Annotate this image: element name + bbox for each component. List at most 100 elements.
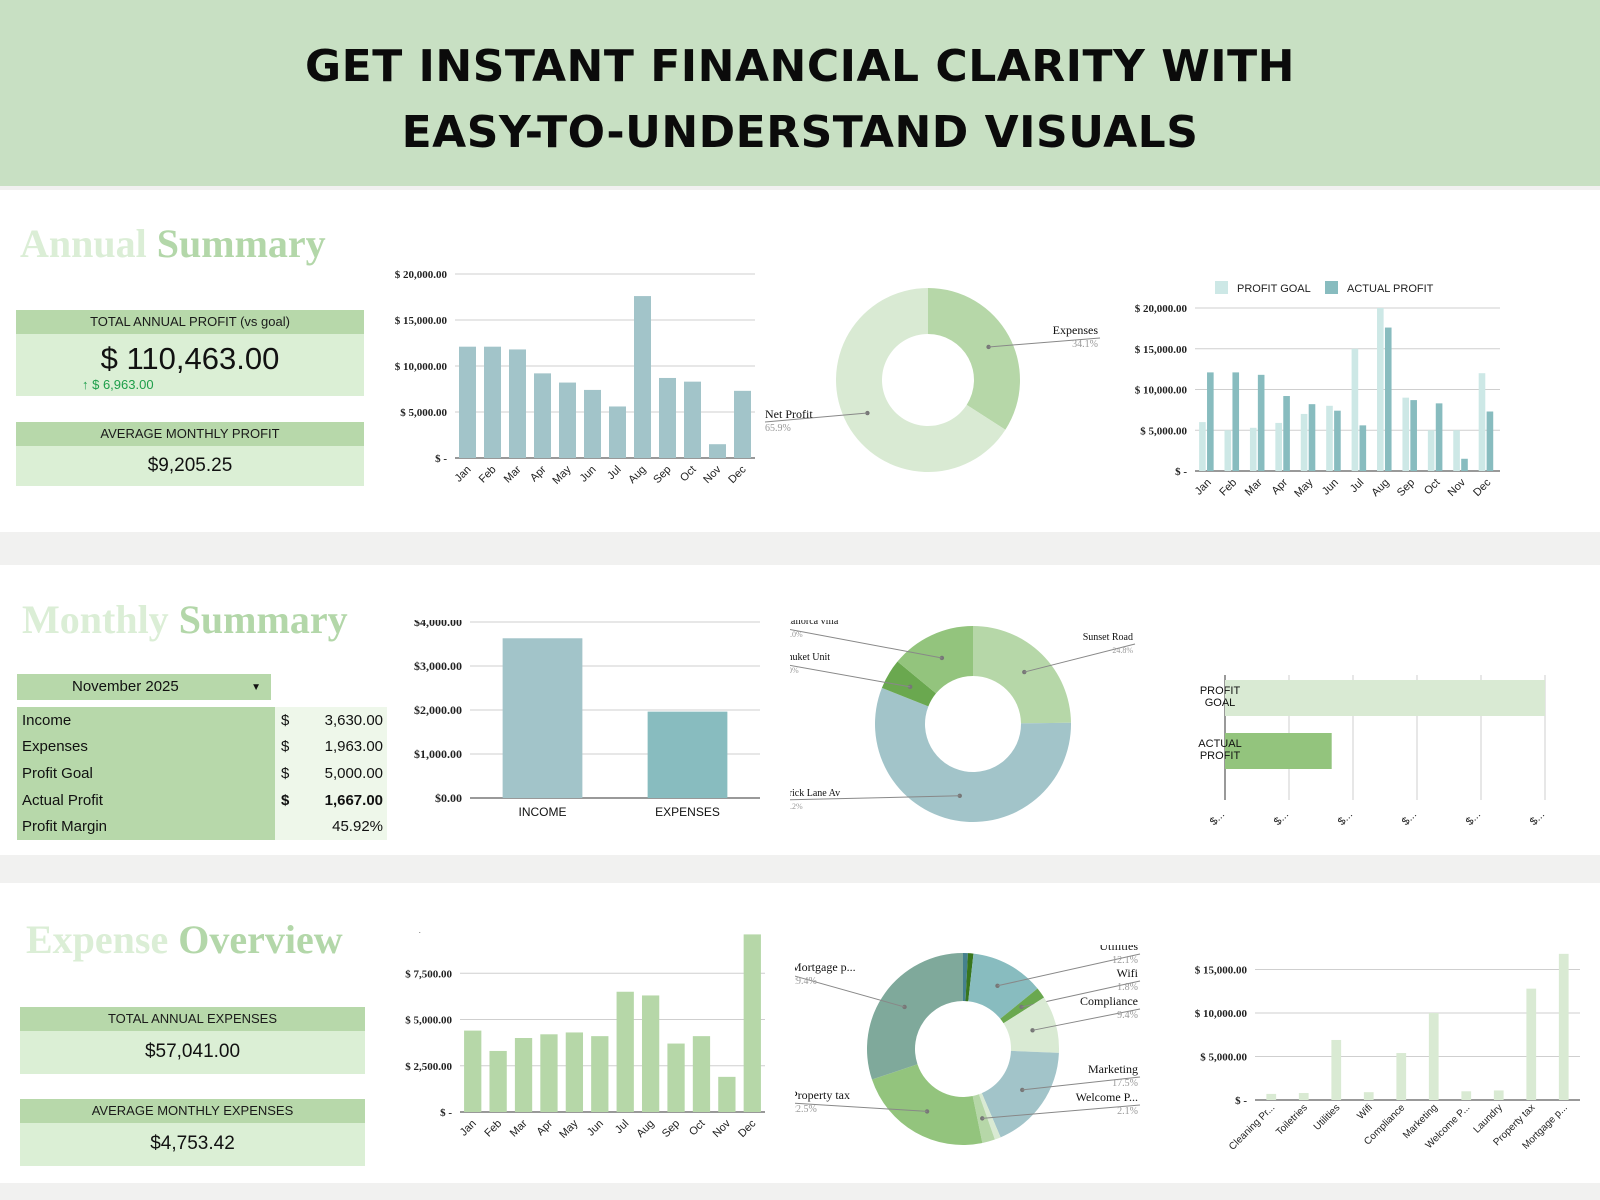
leader-line: [790, 795, 960, 801]
legend-label: ACTUAL PROFIT: [1347, 283, 1434, 295]
y-tick-label: $ -: [440, 1107, 452, 1119]
row-value: 5,000.00: [301, 760, 387, 787]
bar: [667, 1043, 685, 1112]
y-tick-label: $3,000.00: [414, 659, 462, 673]
bar: [591, 1036, 609, 1112]
x-tick-label: Feb: [482, 1118, 504, 1140]
bar: [565, 1032, 584, 1112]
monthly-summary-title: Monthly Summary: [22, 596, 348, 643]
y-category-label: GOAL: [1205, 697, 1236, 709]
legend-label: PROFIT GOAL: [1237, 283, 1311, 295]
slice-label: Compliance: [1080, 994, 1138, 1008]
x-tick-label: Dec: [1471, 476, 1494, 499]
y-tick-label: $ 15,000.00: [1135, 344, 1188, 356]
x-tick-label: Aug: [634, 1118, 656, 1140]
bar: [1308, 404, 1316, 471]
bar: [1435, 403, 1443, 471]
x-tick-label: Jan: [1193, 477, 1214, 498]
slice-percent: 65.9%: [765, 423, 791, 434]
slice-label: Marketing: [1088, 1062, 1138, 1076]
monthly-property-pie-chart: Sunset Road 24.8% Brick Lane Av 56.2% Phuket…: [790, 620, 1136, 822]
slice-percent: 56.2%: [790, 802, 803, 811]
leader-line: [997, 953, 1141, 987]
x-tick-label: $...: [1336, 809, 1355, 828]
pie-slice: [875, 687, 1071, 822]
pie-slice: [836, 288, 1006, 472]
pie-slice: [973, 626, 1071, 724]
slice-label: Property tax: [795, 1088, 850, 1102]
bar: [1493, 1090, 1504, 1100]
bar: [464, 1030, 482, 1112]
x-tick-label: Jul: [1348, 477, 1366, 495]
row-currency: $: [275, 760, 301, 787]
y-category-label: ACTUAL: [1198, 738, 1241, 750]
row-value: 3,630.00: [301, 707, 387, 734]
average-monthly-profit-card: $9,205.25: [16, 446, 364, 486]
bar: [540, 1034, 558, 1112]
bar: [1377, 308, 1384, 471]
slice-percent: 12.1%: [1112, 955, 1138, 966]
y-tick-label: $ 5,000.00: [1200, 1052, 1247, 1064]
x-tick-label: Apr: [534, 1117, 555, 1138]
bar: [1384, 327, 1392, 471]
x-tick-label: $...: [1528, 809, 1547, 828]
row-currency: $: [275, 733, 301, 761]
y-tick-label: $ -: [1175, 466, 1187, 478]
x-tick-label: Sep: [651, 464, 673, 486]
x-tick-label: Feb: [477, 464, 499, 486]
x-tick-label: Toiletries: [1274, 1102, 1310, 1138]
dropdown-arrow-icon: ▼: [251, 682, 261, 693]
x-tick-label: Oct: [1422, 477, 1443, 498]
title-part-a: Expense: [26, 917, 169, 962]
x-tick-label: Wifi: [1355, 1102, 1375, 1122]
leader-line: [790, 628, 943, 659]
y-tick-label: $2,000.00: [414, 703, 462, 717]
leader-dot: [939, 655, 945, 661]
slice-percent: 9.4%: [1117, 1010, 1138, 1021]
bar: [1402, 397, 1410, 471]
bar: [502, 638, 583, 798]
row-label: Income: [17, 707, 275, 734]
x-tick-label: Apr: [528, 463, 549, 484]
y-tick-label: $ 5,000.00: [405, 1015, 452, 1027]
slice-percent: 14.0%: [790, 630, 803, 639]
x-tick-label: Feb: [1217, 477, 1239, 499]
expense-category-pie-chart: Utilities 12.1%Wifi 1.8%Compliance 9.4% Mark…: [795, 945, 1141, 1145]
leader-line: [988, 337, 1101, 348]
bar: [1232, 372, 1240, 471]
slice-percent: 24.8%: [1112, 646, 1133, 655]
x-tick-label: May: [550, 463, 574, 487]
x-tick-label: Aug: [1369, 477, 1391, 499]
month-select[interactable]: November 2025 ▼: [17, 674, 271, 700]
x-tick-label: May: [1292, 476, 1316, 500]
bar: [489, 1050, 507, 1112]
bar: [609, 406, 626, 458]
x-tick-label: $...: [1272, 809, 1291, 828]
slice-percent: 34.1%: [1072, 339, 1098, 350]
y-tick-label: $ 20,000.00: [1135, 303, 1188, 315]
x-tick-label: Mar: [1243, 476, 1265, 498]
row-currency: [275, 813, 301, 840]
annual-profit-bar-chart: $ - $ 5,000.00 $ 10,000.00 $ 15,000.00 $ 20,…: [395, 269, 755, 487]
bar: [641, 995, 660, 1112]
annual-summary-title: Annual Summary: [20, 220, 326, 267]
slice-percent: 1.8%: [1117, 982, 1138, 993]
leader-line: [1032, 1008, 1141, 1031]
bar: [1326, 405, 1333, 471]
bar: [634, 296, 651, 458]
bar: [1275, 422, 1282, 471]
y-tick-label: $ 10,000.00: [400, 932, 453, 934]
bar: [1225, 733, 1332, 769]
bar: [659, 377, 676, 458]
slice-label: Sunset Road: [1083, 632, 1133, 643]
x-tick-label: EXPENSES: [655, 805, 720, 819]
pie-slice: [963, 953, 968, 1002]
total-annual-expenses-card: $57,041.00: [20, 1031, 365, 1074]
table-row: Profit Margin 45.92%: [17, 813, 387, 840]
leader-dot: [1019, 1004, 1024, 1010]
x-tick-label: Mar: [502, 463, 524, 485]
leader-dot: [986, 344, 991, 350]
slice-percent: 29.4%: [795, 976, 817, 987]
bar: [1331, 1039, 1342, 1100]
leader-dot: [865, 410, 870, 416]
